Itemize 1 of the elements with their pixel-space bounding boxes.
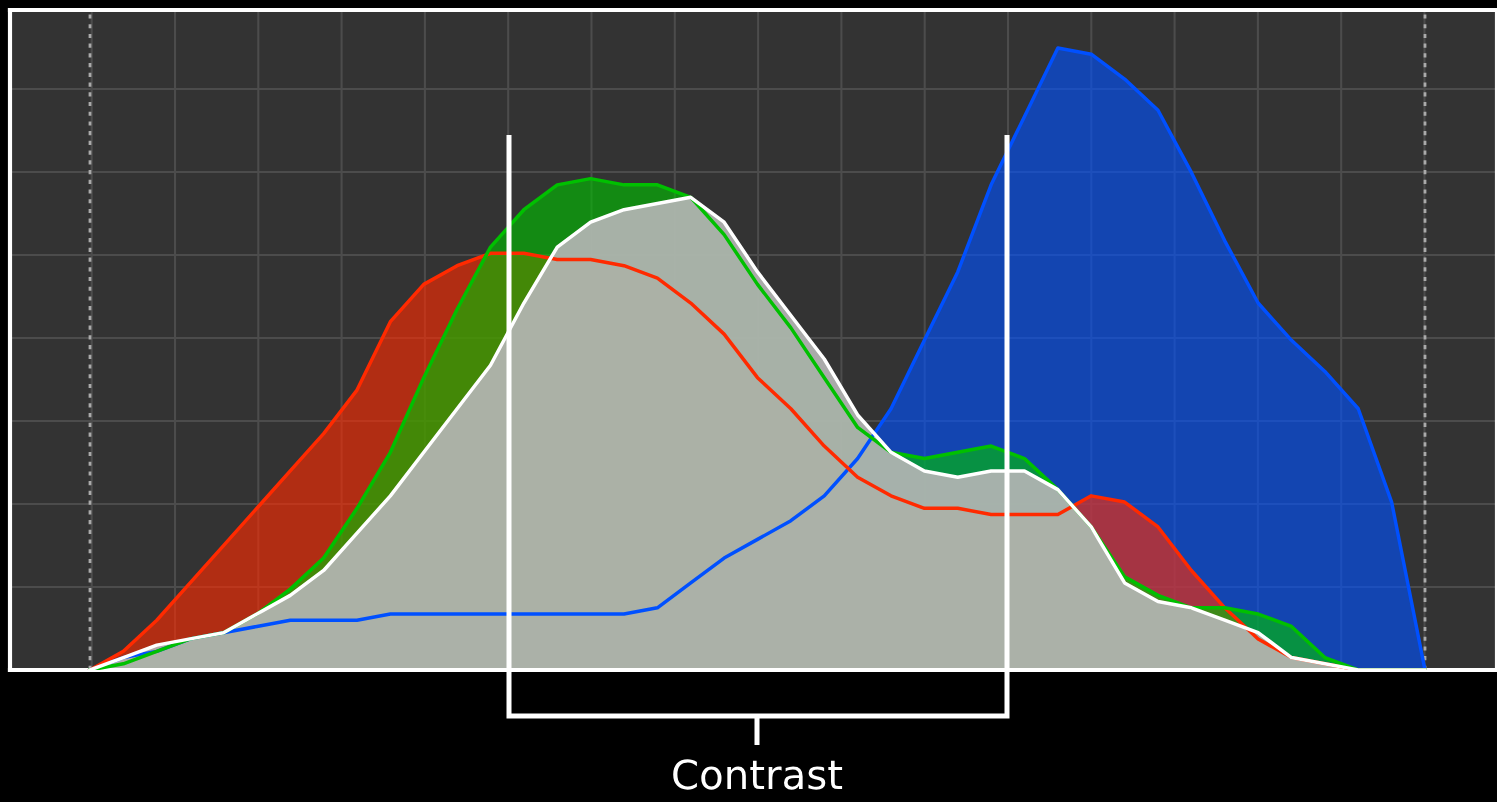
text: Contrast: [673, 759, 843, 790]
